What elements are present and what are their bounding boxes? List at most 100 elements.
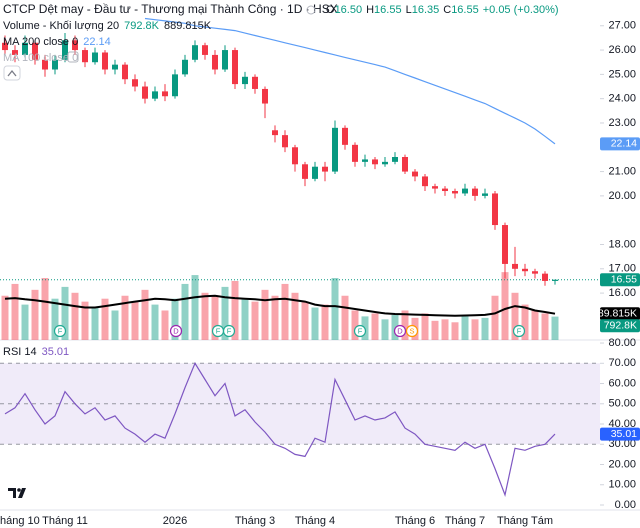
rsi-name: RSI 14 [3,346,37,358]
volume-bar [151,304,159,340]
x-tick-label: Tháng 11 [42,515,88,527]
candle-body [432,186,438,189]
rsi-tag: 35.01 [611,428,637,440]
volume-last: 792.8K [124,20,160,32]
candle-body [392,156,398,162]
event-label: F [58,326,63,335]
volume-bar [511,292,519,340]
volume-bar [481,317,489,340]
event-marker [222,324,236,338]
ohlc-value: 16.55 [374,4,402,16]
x-tick-label: Tháng 6 [395,515,435,527]
eye-icon[interactable] [306,5,316,15]
volume-bar [281,283,289,340]
volume-bar [531,310,539,340]
price-tick-label: 24.00 [608,93,636,105]
ma-tag-bg [600,137,640,151]
event-label: S [409,326,414,335]
chart-title: CTCP Dệt may - Đầu tư - Thương mại Thành… [3,2,338,16]
candle-body [2,42,8,51]
candle-body [162,91,168,97]
price-tag-bg [600,273,640,287]
candle-body [122,64,128,80]
price-tick-label: 18.00 [608,238,636,250]
candle-body [252,76,258,89]
event-label: F [227,326,232,335]
rsi-tick-label: 10.00 [608,479,636,491]
rsi-tag-bg [600,427,640,441]
candle-body [42,59,48,70]
volume-bar [51,298,59,340]
volume-tag: 792.8K [604,320,637,332]
volume-bar [401,310,409,340]
volume-ma-line [4,294,556,317]
candle-body [312,166,318,179]
candle-body [232,50,238,85]
volume-bar [121,295,129,340]
rsi-last: 35.01 [42,346,70,358]
ohlc-value: 16.55 [451,4,479,16]
volume-bar [391,314,399,340]
volume-bar [21,304,29,340]
candle-body [182,59,188,75]
tradingview-logo [4,482,30,504]
candle-body [222,50,228,70]
volume-bar [161,310,169,340]
candle-body [102,52,108,70]
candle-body [332,127,338,172]
rsi-tick-label: 0.00 [615,499,636,511]
volume-bar [371,313,379,340]
ma-line [144,17,556,145]
volume-bar [81,301,89,340]
volume-bar [201,292,209,340]
candle-body [542,273,548,281]
candle-body [142,86,148,99]
candle-body [372,159,378,165]
candle-body [72,40,78,51]
candle-body [482,193,488,196]
candle-body [412,171,418,177]
rsi-line [4,361,556,498]
volume-bar [1,295,9,340]
x-tick-label: 2026 [163,515,187,527]
volume-bar [61,286,69,340]
main-layer [2,17,558,498]
volume-bar [341,295,349,340]
volume-bar [521,304,529,340]
price-tick-label: 27.00 [608,20,636,32]
volume-bar [421,313,429,340]
logo-mark [8,488,26,498]
ma-last: 22.14 [83,36,111,48]
volume-bar [91,307,99,340]
candle-body [212,54,218,70]
price-tick-label: 17.00 [608,263,636,275]
candle-body [282,135,288,148]
event-label: F [358,326,363,335]
candle-body [462,188,468,194]
logo-bg [4,482,30,504]
rsi-tick-label: 60.00 [608,377,636,389]
x-tick-label: Tháng 7 [445,515,485,527]
rsi-tick-label: 80.00 [608,337,636,349]
ohlc-legend: O16.50 H16.55 L16.35 C16.55 +0.05 (+0.30%) [326,4,559,16]
visibility-icon[interactable] [67,51,79,63]
ma-legend: MA 200 close 0 22.14 [3,36,111,48]
volume-bar [71,292,79,340]
ma100-legend: MA 100 close 0 [3,52,78,64]
candle-body [152,91,158,99]
candle-body [342,127,348,145]
volume-bar [31,289,39,340]
candle-body [202,45,208,55]
candle-body [422,176,428,187]
candle-body [382,161,388,165]
volume-ma-tag-bg [600,307,640,321]
candle-body [62,40,68,60]
volume-name: Volume - Khối lượng 20 [3,20,119,32]
candle-body [82,50,88,63]
volume-bar [191,275,199,340]
candle-body [552,279,558,281]
collapse-button[interactable] [3,65,21,81]
ohlc-label: L [406,4,412,16]
